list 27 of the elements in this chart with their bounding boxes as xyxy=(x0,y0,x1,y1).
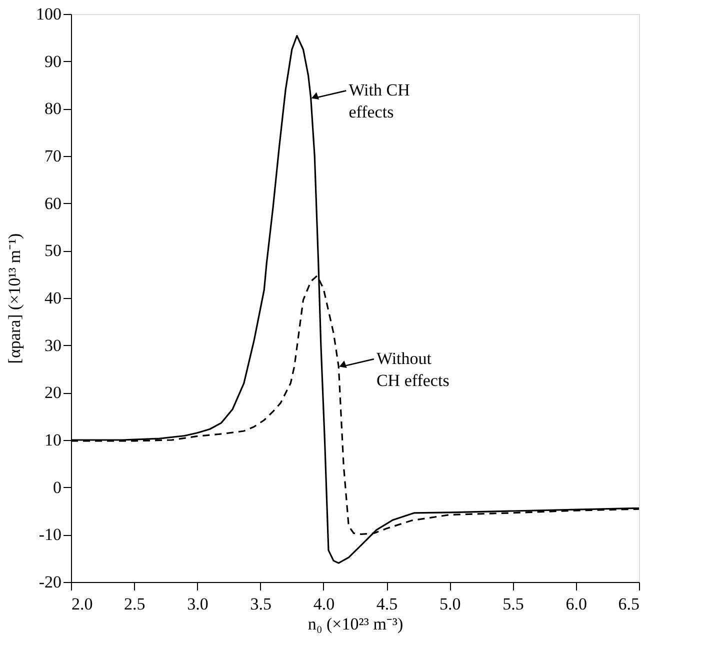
annotation: Without CH effects xyxy=(376,349,450,390)
x-axis-title: n₀ (×10²³ m⁻³) xyxy=(308,614,404,634)
y-axis-title: [αpara] (×10¹³ m⁻¹) xyxy=(5,233,24,364)
x-tick-label: 6.0 xyxy=(566,594,588,614)
x-tick-label: 4.5 xyxy=(376,594,398,614)
x-tick-label: 5.5 xyxy=(502,594,524,614)
y-tick-label: 20 xyxy=(44,383,62,402)
x-tick-label: 5.0 xyxy=(440,594,461,614)
y-tick-label: 80 xyxy=(44,99,62,118)
y-tick-label: 70 xyxy=(44,146,62,166)
y-tick-label: 100 xyxy=(36,4,62,24)
x-tick-label: 6.5 xyxy=(618,594,640,614)
x-tick-label: 4.0 xyxy=(313,594,335,614)
y-tick-label: -10 xyxy=(38,525,62,544)
y-tick-label: 60 xyxy=(44,194,62,213)
y-tick-label: 50 xyxy=(44,241,62,260)
x-tick-label: 2.0 xyxy=(72,594,93,614)
x-tick-label: 3.0 xyxy=(187,594,208,614)
y-tick-label: 40 xyxy=(44,288,62,308)
y-tick-label: 30 xyxy=(44,336,62,355)
x-tick-label: 2.5 xyxy=(124,594,146,614)
y-tick-label: 0 xyxy=(53,478,62,497)
x-tick-label: 3.5 xyxy=(250,594,272,614)
y-tick-label: -20 xyxy=(38,572,62,592)
y-tick-label: 10 xyxy=(44,430,62,450)
annotation: With CH effects xyxy=(348,80,410,122)
y-tick-label: 90 xyxy=(44,52,62,71)
